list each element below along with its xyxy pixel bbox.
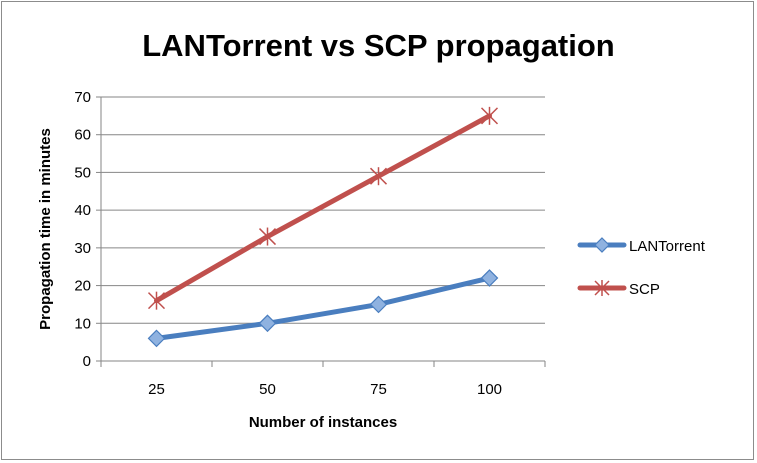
data-point bbox=[369, 167, 388, 186]
series-line-lantorrent bbox=[154, 275, 492, 341]
gridlines bbox=[101, 96, 545, 324]
data-point bbox=[258, 314, 277, 333]
data-point bbox=[480, 269, 499, 287]
x-tick-label: 25 bbox=[148, 381, 165, 398]
chart-title: LANTorrent vs SCP propagation bbox=[142, 28, 615, 63]
legend-marker bbox=[594, 237, 610, 253]
y-tick-label: 10 bbox=[74, 315, 91, 332]
series-group bbox=[147, 106, 499, 348]
x-axis-title: Number of instances bbox=[249, 414, 397, 431]
x-tick-label: 50 bbox=[259, 381, 276, 398]
legend-label: SCP bbox=[629, 281, 660, 298]
y-tick-label: 60 bbox=[74, 127, 91, 144]
y-tick-label: 70 bbox=[74, 89, 91, 106]
series-line-scp bbox=[154, 113, 492, 304]
y-tick-label: 40 bbox=[74, 202, 91, 219]
data-point bbox=[369, 295, 388, 314]
data-point bbox=[147, 291, 166, 310]
y-tick-label: 20 bbox=[74, 278, 91, 295]
x-tick-labels: 25 50 75 100 bbox=[148, 381, 502, 398]
axes bbox=[96, 96, 546, 367]
data-point bbox=[258, 227, 277, 246]
legend-marker bbox=[594, 280, 610, 296]
y-tick-label: 30 bbox=[74, 240, 91, 257]
legend: LANTorrent SCP bbox=[577, 237, 706, 298]
legend-label: LANTorrent bbox=[629, 238, 706, 255]
y-tick-labels: 0 10 20 30 40 50 60 70 bbox=[74, 89, 91, 370]
data-point bbox=[147, 329, 166, 348]
x-tick-label: 100 bbox=[477, 381, 502, 398]
y-axis-title: Propagation time in minutes bbox=[37, 128, 54, 330]
data-point bbox=[480, 106, 499, 125]
x-tick-label: 75 bbox=[370, 381, 387, 398]
y-tick-label: 50 bbox=[74, 164, 91, 181]
y-tick-label: 0 bbox=[83, 353, 91, 370]
